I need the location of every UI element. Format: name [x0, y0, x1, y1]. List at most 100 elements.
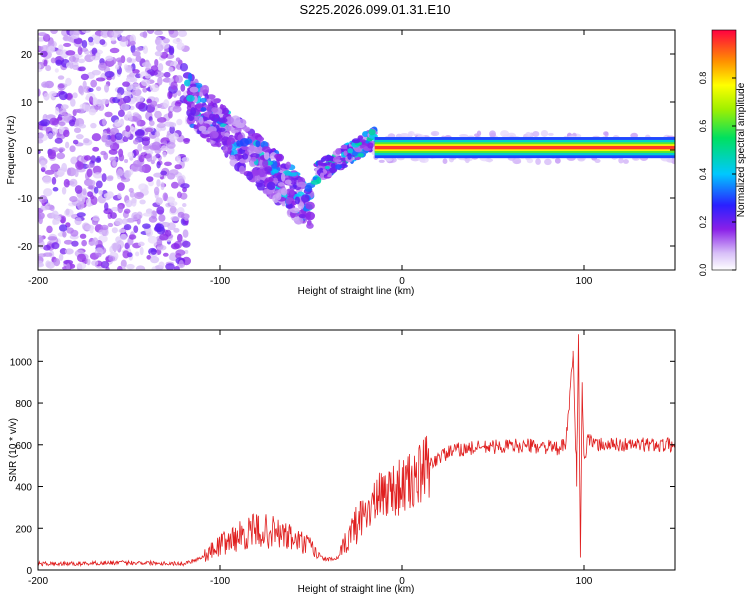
heatmap-cell	[179, 63, 189, 72]
heatmap-cell	[430, 130, 440, 137]
heatmap-cell	[123, 169, 132, 179]
heatmap-cell	[43, 59, 48, 67]
heatmap-cell	[176, 42, 185, 51]
heatmap-cell	[262, 159, 269, 168]
heatmap-cell	[38, 88, 41, 97]
heatmap-cell	[65, 92, 73, 101]
heatmap-cell	[146, 98, 152, 104]
heatmap-cell	[190, 107, 197, 116]
heatmap-cell	[158, 214, 166, 222]
heatmap-cell	[116, 168, 124, 177]
spectrogram-x-axis-label: Height of straight line (km)	[298, 286, 415, 297]
heatmap-cell	[91, 69, 101, 76]
snr-y-axis-label: SNR (10 * v/v)	[8, 418, 19, 482]
heatmap-cell	[228, 154, 236, 160]
heatmap-cell	[168, 66, 174, 73]
heatmap-cell	[193, 124, 198, 130]
heatmap-cell	[58, 224, 68, 232]
heatmap-cell	[82, 80, 87, 90]
heatmap-cell	[399, 132, 410, 138]
heatmap-cell	[38, 131, 44, 140]
heatmap-cell	[81, 222, 90, 231]
heatmap-cell	[151, 266, 157, 270]
spectrogram-y-tick-label: 0	[26, 146, 32, 157]
heatmap-cell	[141, 137, 150, 146]
heatmap-cell	[60, 216, 65, 224]
heatmap-cell	[176, 155, 182, 164]
heatmap-cell	[360, 139, 366, 143]
heatmap-cell	[88, 87, 94, 93]
heatmap-cell	[182, 203, 187, 208]
heatmap-cell	[57, 147, 66, 152]
heatmap-cell	[169, 200, 178, 207]
heatmap-cell	[500, 130, 510, 137]
heatmap-cell	[119, 36, 128, 42]
snr-frame	[37, 329, 676, 571]
snr-y-tick-label: 400	[15, 483, 32, 494]
heatmap-cell	[101, 173, 107, 183]
heatmap-cell	[162, 151, 167, 158]
heatmap-cell	[43, 188, 53, 197]
heatmap-cell	[64, 248, 74, 255]
heatmap-cell	[142, 145, 151, 151]
heatmap-cell	[163, 99, 170, 109]
heatmap-cell	[107, 222, 114, 228]
heatmap-cell	[164, 48, 169, 53]
heatmap-cell	[330, 162, 336, 169]
heatmap-cell	[122, 95, 131, 104]
heatmap-cell	[95, 77, 106, 82]
heatmap-cell	[202, 89, 209, 95]
heatmap-cell	[169, 125, 175, 134]
heatmap-cell	[253, 145, 264, 154]
heatmap-cell	[70, 156, 79, 165]
heatmap-cell	[63, 239, 73, 245]
heatmap-cell	[109, 156, 117, 162]
heatmap-cell	[72, 64, 80, 70]
heatmap-cell	[217, 127, 226, 133]
heatmap-cell	[149, 120, 155, 127]
spectrogram-y-tick-label: -20	[18, 242, 33, 253]
heatmap-cell	[38, 63, 42, 70]
heatmap-cell	[176, 118, 183, 126]
heatmap-cell	[38, 234, 44, 244]
heatmap-cell	[98, 190, 104, 195]
heatmap-cell	[47, 45, 56, 53]
heatmap-cell	[45, 65, 52, 72]
heatmap-cell	[277, 182, 285, 187]
heatmap-cell	[343, 150, 348, 156]
heatmap-cell	[120, 233, 128, 241]
heatmap-cell	[167, 111, 173, 119]
heatmap-cell	[137, 241, 145, 247]
heatmap-cell	[622, 159, 629, 164]
heatmap-cell	[173, 227, 180, 233]
heatmap-cell	[92, 165, 102, 175]
snr-panel: -200 -100 0 100 0 200 400 600 800 1000 Height of…	[8, 329, 676, 595]
heatmap-cell	[38, 215, 43, 225]
heatmap-cell	[47, 236, 58, 241]
heatmap-cell	[127, 151, 134, 158]
heatmap-cell	[95, 252, 102, 258]
heatmap-cell	[160, 181, 165, 191]
heatmap-cell	[334, 159, 342, 163]
heatmap-cell	[135, 265, 146, 270]
heatmap-cell	[96, 155, 101, 162]
heatmap-cell	[211, 107, 218, 113]
heatmap-cell	[150, 248, 157, 255]
heatmap-cell	[91, 47, 98, 55]
heatmap-cell	[102, 118, 107, 126]
heatmap-cell	[351, 138, 361, 144]
heatmap-cell	[525, 131, 532, 138]
snr-series-line	[38, 334, 675, 568]
heatmap-cell	[87, 185, 96, 190]
heatmap-cell	[262, 188, 273, 195]
colorbar-tick-label: 0.0	[698, 264, 708, 277]
heatmap-cell	[109, 47, 120, 54]
heatmap-cell	[69, 145, 76, 153]
heatmap-cell	[99, 39, 106, 46]
heatmap-cell	[378, 159, 385, 163]
heatmap-cell	[62, 35, 72, 42]
heatmap-cell	[90, 122, 97, 129]
heatmap-cell	[238, 165, 246, 175]
heatmap-cell	[154, 223, 165, 233]
heatmap-cell	[135, 46, 143, 52]
